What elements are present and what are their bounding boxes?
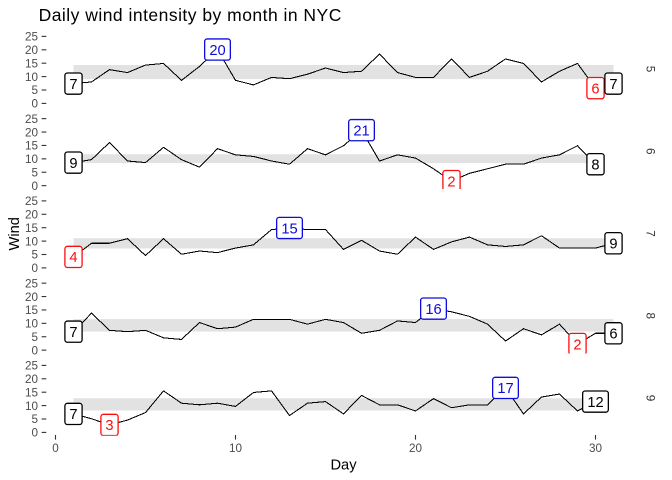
svg-text:15: 15 bbox=[25, 222, 39, 235]
svg-text:0: 0 bbox=[31, 180, 38, 193]
svg-text:5: 5 bbox=[31, 84, 38, 97]
svg-text:Daily wind intensity by month: Daily wind intensity by month in NYC bbox=[39, 5, 342, 25]
svg-text:9: 9 bbox=[643, 395, 656, 402]
svg-text:5: 5 bbox=[31, 331, 38, 344]
svg-text:15: 15 bbox=[25, 57, 39, 70]
svg-text:0: 0 bbox=[52, 442, 59, 455]
svg-text:4: 4 bbox=[69, 250, 77, 266]
svg-text:3: 3 bbox=[105, 418, 113, 434]
svg-text:20: 20 bbox=[25, 291, 39, 304]
svg-text:25: 25 bbox=[25, 360, 39, 373]
svg-text:8: 8 bbox=[643, 312, 656, 319]
svg-text:10: 10 bbox=[25, 318, 39, 331]
svg-text:9: 9 bbox=[69, 156, 77, 172]
svg-text:Day: Day bbox=[330, 458, 357, 474]
svg-text:6: 6 bbox=[609, 327, 617, 343]
svg-text:10: 10 bbox=[25, 235, 39, 248]
svg-text:7: 7 bbox=[69, 407, 77, 423]
svg-text:15: 15 bbox=[281, 221, 297, 237]
svg-text:15: 15 bbox=[25, 140, 39, 153]
svg-text:0: 0 bbox=[31, 427, 38, 440]
svg-text:5: 5 bbox=[31, 249, 38, 262]
svg-text:17: 17 bbox=[497, 381, 513, 397]
svg-text:0: 0 bbox=[31, 262, 38, 275]
svg-text:30: 30 bbox=[589, 442, 603, 455]
svg-text:8: 8 bbox=[591, 158, 599, 174]
svg-text:Wind: Wind bbox=[7, 217, 23, 250]
svg-text:15: 15 bbox=[25, 386, 39, 399]
svg-text:7: 7 bbox=[609, 77, 617, 93]
svg-text:25: 25 bbox=[25, 31, 39, 44]
svg-text:7: 7 bbox=[69, 325, 77, 341]
svg-text:2: 2 bbox=[573, 337, 581, 353]
svg-text:5: 5 bbox=[31, 413, 38, 426]
svg-text:15: 15 bbox=[25, 304, 39, 317]
svg-text:5: 5 bbox=[31, 166, 38, 179]
svg-text:7: 7 bbox=[69, 77, 77, 93]
svg-text:6: 6 bbox=[643, 148, 656, 155]
svg-text:5: 5 bbox=[643, 66, 656, 73]
svg-text:25: 25 bbox=[25, 113, 39, 126]
svg-text:2: 2 bbox=[447, 174, 455, 190]
svg-text:10: 10 bbox=[25, 71, 39, 84]
svg-text:20: 20 bbox=[25, 126, 39, 139]
svg-text:9: 9 bbox=[609, 237, 617, 253]
svg-text:25: 25 bbox=[25, 195, 39, 208]
svg-text:20: 20 bbox=[25, 373, 39, 386]
svg-text:20: 20 bbox=[409, 442, 423, 455]
svg-text:21: 21 bbox=[353, 123, 369, 139]
svg-text:10: 10 bbox=[25, 400, 39, 413]
svg-text:20: 20 bbox=[25, 44, 39, 57]
svg-text:0: 0 bbox=[31, 98, 38, 111]
svg-text:10: 10 bbox=[25, 153, 39, 166]
svg-text:20: 20 bbox=[25, 209, 39, 222]
svg-text:7: 7 bbox=[643, 230, 656, 237]
svg-text:10: 10 bbox=[229, 442, 243, 455]
svg-text:25: 25 bbox=[25, 277, 39, 290]
svg-text:6: 6 bbox=[591, 81, 599, 97]
svg-text:12: 12 bbox=[587, 395, 603, 411]
svg-text:16: 16 bbox=[425, 302, 441, 318]
svg-text:20: 20 bbox=[209, 43, 225, 59]
svg-text:0: 0 bbox=[31, 344, 38, 357]
